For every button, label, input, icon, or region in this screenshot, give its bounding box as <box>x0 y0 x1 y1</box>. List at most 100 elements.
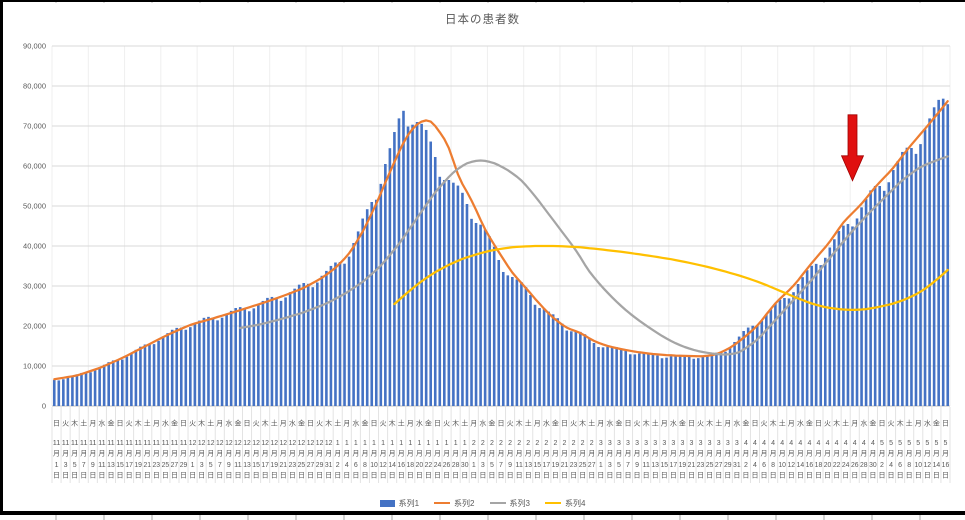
svg-text:11: 11 <box>162 440 170 447</box>
svg-text:火: 火 <box>253 420 260 428</box>
svg-text:70,000: 70,000 <box>23 122 46 131</box>
svg-text:月: 月 <box>770 450 777 458</box>
svg-text:31: 31 <box>733 462 741 469</box>
svg-text:月: 月 <box>334 450 341 458</box>
svg-text:月: 月 <box>244 450 251 458</box>
svg-text:7: 7 <box>626 462 630 469</box>
svg-text:日: 日 <box>516 472 523 480</box>
svg-text:日: 日 <box>652 472 659 480</box>
svg-text:11: 11 <box>171 440 179 447</box>
legend-item-series-4[interactable]: 系列4 <box>544 498 585 509</box>
svg-text:日: 日 <box>153 472 160 480</box>
svg-text:11: 11 <box>143 440 151 447</box>
svg-text:月: 月 <box>878 450 885 458</box>
svg-text:日: 日 <box>371 472 378 480</box>
svg-text:2: 2 <box>517 440 521 447</box>
svg-text:月: 月 <box>153 450 160 458</box>
svg-text:日: 日 <box>869 472 876 480</box>
svg-text:土: 土 <box>461 419 468 428</box>
svg-text:3: 3 <box>717 440 721 447</box>
legend-item-series-3[interactable]: 系列3 <box>489 498 530 509</box>
svg-text:金: 金 <box>806 419 813 428</box>
svg-text:20: 20 <box>416 462 424 469</box>
svg-text:14: 14 <box>933 462 941 469</box>
svg-text:火: 火 <box>824 420 831 428</box>
line-series-3[interactable] <box>239 155 949 356</box>
svg-text:18: 18 <box>815 462 823 469</box>
svg-text:月: 月 <box>797 450 804 458</box>
svg-text:日: 日 <box>615 472 622 480</box>
svg-text:40,000: 40,000 <box>23 242 46 251</box>
svg-text:7: 7 <box>218 462 222 469</box>
svg-text:月: 月 <box>325 450 332 458</box>
svg-text:19: 19 <box>679 462 687 469</box>
svg-text:月: 月 <box>570 450 577 458</box>
svg-text:日: 日 <box>788 472 795 480</box>
svg-text:5: 5 <box>925 440 929 447</box>
svg-text:日: 日 <box>343 472 350 480</box>
svg-text:月: 月 <box>207 450 214 458</box>
legend-item-series-2[interactable]: 系列2 <box>434 498 475 509</box>
svg-text:日: 日 <box>380 472 387 480</box>
svg-text:火: 火 <box>697 420 704 428</box>
svg-text:月: 月 <box>624 450 631 458</box>
svg-text:月: 月 <box>135 450 142 458</box>
svg-text:月: 月 <box>298 450 305 458</box>
svg-text:4: 4 <box>780 440 784 447</box>
svg-text:水: 水 <box>289 419 296 428</box>
svg-text:11: 11 <box>98 440 106 447</box>
svg-text:日: 日 <box>71 472 78 480</box>
svg-text:日: 日 <box>126 472 133 480</box>
svg-text:火: 火 <box>507 420 514 428</box>
svg-text:日: 日 <box>561 420 568 428</box>
svg-text:90,000: 90,000 <box>23 42 46 51</box>
red-down-arrow[interactable] <box>840 114 865 182</box>
svg-text:土: 土 <box>398 419 405 428</box>
svg-text:日: 日 <box>162 472 169 480</box>
svg-text:3: 3 <box>671 440 675 447</box>
svg-text:2: 2 <box>590 440 594 447</box>
svg-text:12: 12 <box>252 440 260 447</box>
svg-text:日: 日 <box>624 472 631 480</box>
svg-text:4: 4 <box>753 440 757 447</box>
svg-text:0: 0 <box>42 402 46 411</box>
svg-text:5: 5 <box>209 462 213 469</box>
svg-text:月: 月 <box>389 450 396 458</box>
svg-text:月: 月 <box>525 450 532 458</box>
line-series-2[interactable] <box>53 100 949 381</box>
svg-text:12: 12 <box>787 462 795 469</box>
svg-text:水: 水 <box>543 419 550 428</box>
svg-text:金: 金 <box>933 419 940 428</box>
svg-text:3: 3 <box>680 440 684 447</box>
svg-text:日: 日 <box>906 472 913 480</box>
svg-text:9: 9 <box>227 462 231 469</box>
svg-text:日: 日 <box>198 472 205 480</box>
svg-text:月: 月 <box>425 450 432 458</box>
svg-text:3: 3 <box>662 440 666 447</box>
svg-text:月: 月 <box>588 450 595 458</box>
svg-text:19: 19 <box>134 462 142 469</box>
line-series-4[interactable] <box>393 244 949 312</box>
svg-text:11: 11 <box>180 440 188 447</box>
svg-text:23: 23 <box>289 462 297 469</box>
svg-text:月: 月 <box>407 450 414 458</box>
svg-text:木: 木 <box>262 419 269 428</box>
svg-text:月: 月 <box>479 450 486 458</box>
svg-text:25: 25 <box>706 462 714 469</box>
svg-text:日: 日 <box>371 420 378 428</box>
svg-text:月: 月 <box>380 450 387 458</box>
svg-text:2: 2 <box>563 440 567 447</box>
bar-series-1[interactable] <box>52 98 950 407</box>
svg-text:月: 月 <box>62 450 69 458</box>
svg-text:日: 日 <box>307 472 314 480</box>
svg-text:10: 10 <box>370 462 378 469</box>
legend-item-series-1[interactable]: 系列1 <box>379 498 419 509</box>
svg-text:28: 28 <box>452 462 460 469</box>
svg-text:16: 16 <box>942 462 950 469</box>
svg-text:日: 日 <box>225 472 232 480</box>
svg-text:12: 12 <box>261 440 269 447</box>
svg-text:日: 日 <box>507 472 514 480</box>
svg-text:木: 木 <box>389 419 396 428</box>
svg-text:日: 日 <box>942 420 949 428</box>
chart-title[interactable]: 日本の患者数 <box>445 14 520 26</box>
